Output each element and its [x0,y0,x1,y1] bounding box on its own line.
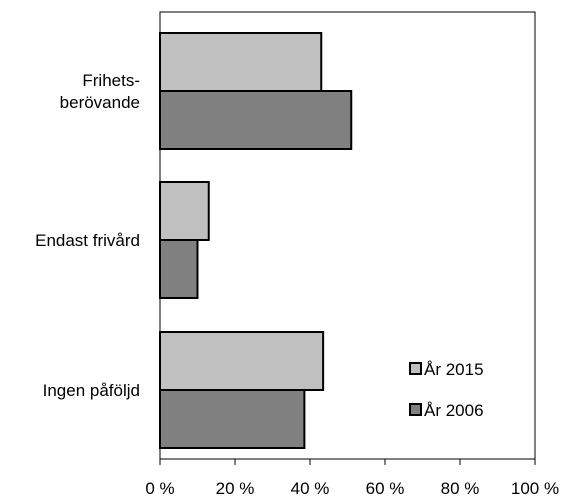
bar-2-series-0 [159,331,325,391]
x-tick-label: 80 % [441,479,480,497]
bar-0-series-1 [159,90,353,150]
x-tick-label: 0 % [145,479,174,497]
category-label: Ingen påföljd [43,381,140,400]
category-label: Endast frivård [35,231,140,250]
bar-1-series-0 [159,181,210,241]
x-axis: 0 % 20 % 40 % 60 % 80 % 100 % [145,459,559,498]
legend-label-1: År 2006 [424,401,484,420]
legend-swatch-0 [409,362,422,375]
x-tick-label: 60 % [366,479,405,497]
x-tick-label: 40 % [291,479,330,497]
legend: År 2015 År 2006 [409,360,484,420]
legend-swatch-1 [409,403,422,416]
category-labels: Frihets-berövande Endast frivård Ingen påf… [35,71,140,400]
x-tick-label: 20 % [216,479,255,497]
bar-0-series-0 [159,32,323,92]
bar-2-series-1 [159,389,306,449]
bars-layer [159,32,353,449]
category-label: Frihets-berövande [60,71,140,112]
bar-1-series-1 [159,239,199,299]
x-tick-label: 100 % [511,479,559,497]
legend-label-0: År 2015 [424,360,484,379]
